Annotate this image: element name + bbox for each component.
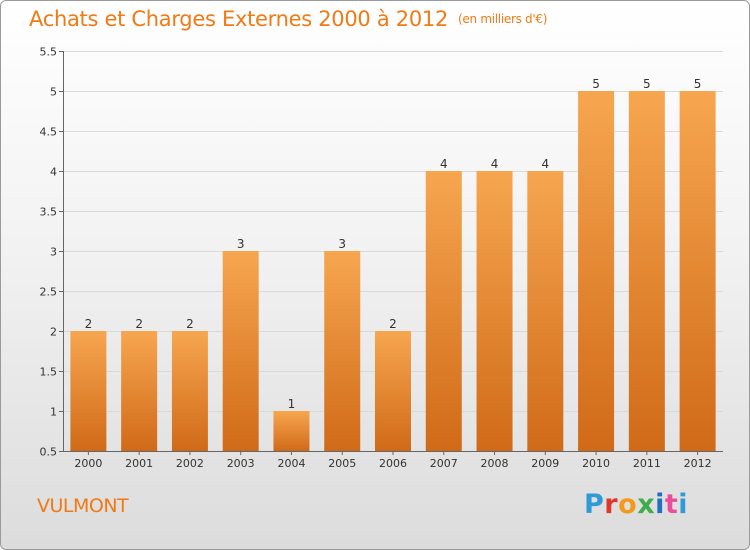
x-tick-label: 2007 bbox=[430, 457, 458, 470]
y-tick-label: 5 bbox=[50, 86, 57, 99]
y-tick-label: 4 bbox=[50, 166, 57, 179]
y-tick-label: 3 bbox=[50, 246, 57, 259]
bar bbox=[121, 331, 158, 451]
logo-letter: r bbox=[604, 489, 619, 520]
y-tick-label: 2.5 bbox=[40, 286, 58, 299]
x-tick-label: 2003 bbox=[227, 457, 255, 470]
x-tick-label: 2004 bbox=[277, 457, 305, 470]
bar bbox=[527, 171, 564, 451]
data-label: 4 bbox=[440, 157, 448, 171]
bar bbox=[578, 91, 615, 451]
x-tick-label: 2002 bbox=[176, 457, 204, 470]
x-tick-labels: 2000 2001 2002 2003 2004 2005 2006 2007 2008 2009… bbox=[74, 457, 711, 470]
data-label: 5 bbox=[694, 77, 702, 91]
y-tick-labels: 0.5 1 1.5 2 2.5 3 3.5 4 4.5 5 5.5 bbox=[40, 46, 58, 459]
data-label: 5 bbox=[592, 77, 600, 91]
x-tick-label: 2009 bbox=[531, 457, 559, 470]
x-tick-label: 2012 bbox=[684, 457, 712, 470]
x-tick-label: 2000 bbox=[74, 457, 102, 470]
data-label: 4 bbox=[541, 157, 549, 171]
logo-letter: i bbox=[655, 489, 665, 520]
data-label: 1 bbox=[288, 397, 296, 411]
y-tick-label: 0.5 bbox=[40, 446, 58, 459]
bar bbox=[273, 411, 310, 451]
data-label: 3 bbox=[237, 237, 245, 251]
bar bbox=[425, 171, 462, 451]
bar bbox=[476, 171, 513, 451]
data-label: 2 bbox=[186, 317, 194, 331]
chart-subtitle: (en milliers d'€) bbox=[458, 12, 548, 26]
y-tick-label: 4.5 bbox=[40, 126, 58, 139]
data-label: 2 bbox=[389, 317, 397, 331]
bar bbox=[679, 91, 716, 451]
data-label: 4 bbox=[491, 157, 499, 171]
proxiti-logo[interactable]: Proxiti bbox=[584, 489, 688, 520]
commune-name: VULMONT bbox=[37, 495, 129, 517]
bar bbox=[375, 331, 411, 451]
data-labels: 2 2 2 3 1 3 2 4 4 4 5 5 5 bbox=[85, 77, 702, 411]
data-label: 5 bbox=[643, 77, 651, 91]
y-tick-label: 2 bbox=[50, 326, 57, 339]
data-label: 3 bbox=[338, 237, 346, 251]
logo-letter: o bbox=[618, 489, 638, 520]
axes bbox=[59, 51, 723, 455]
chart-title: Achats et Charges Externes 2000 à 2012 (e… bbox=[29, 7, 547, 31]
logo-letter: i bbox=[678, 489, 689, 520]
data-label: 2 bbox=[135, 317, 143, 331]
x-tick-label: 2001 bbox=[125, 457, 153, 470]
bar bbox=[628, 91, 665, 451]
y-tick-label: 5.5 bbox=[40, 46, 58, 59]
bar bbox=[171, 331, 208, 451]
x-tick-label: 2010 bbox=[582, 457, 610, 470]
title-text: Achats et Charges Externes 2000 à 2012 bbox=[29, 7, 449, 31]
logo-letter: P bbox=[584, 489, 605, 520]
x-tick-label: 2008 bbox=[481, 457, 509, 470]
bar bbox=[222, 251, 259, 451]
logo-letter: x bbox=[637, 489, 656, 520]
x-tick-label: 2006 bbox=[379, 457, 407, 470]
y-tick-label: 1 bbox=[50, 406, 57, 419]
x-tick-label: 2011 bbox=[633, 457, 661, 470]
data-label: 2 bbox=[85, 317, 93, 331]
x-tick-label: 2005 bbox=[328, 457, 356, 470]
logo-letter: t bbox=[664, 489, 679, 520]
y-tick-label: 1.5 bbox=[40, 366, 58, 379]
bar bbox=[70, 331, 107, 451]
bar bbox=[324, 251, 361, 451]
bars bbox=[70, 91, 716, 451]
y-tick-label: 3.5 bbox=[40, 206, 58, 219]
